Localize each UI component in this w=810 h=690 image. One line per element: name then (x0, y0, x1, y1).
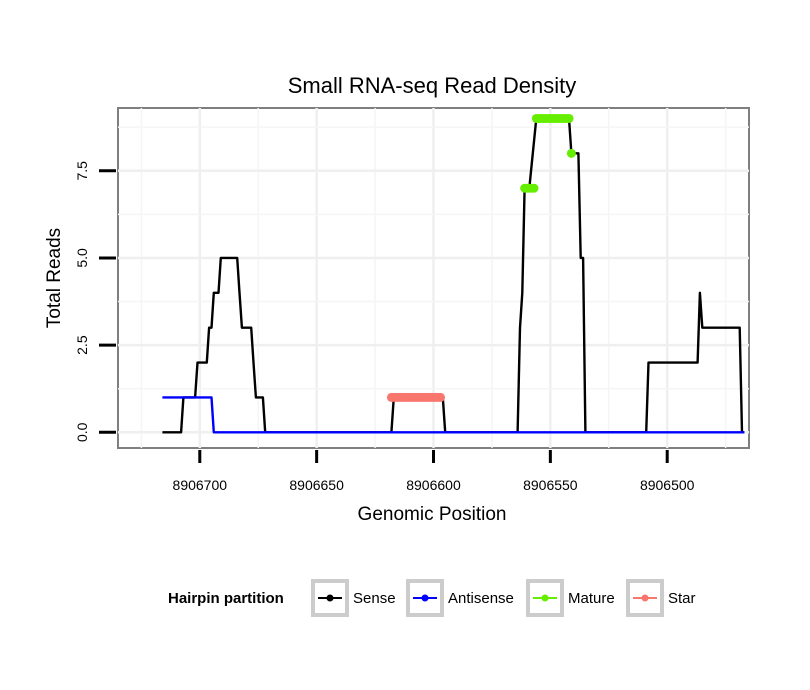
y-tick-label: 0.0 (74, 422, 90, 442)
x-axis-label: Genomic Position (358, 504, 507, 525)
x-tick-label: 8906500 (640, 477, 695, 493)
x-axis: 8906700 8906650 8906600 8906550 8906500 (173, 450, 695, 493)
legend-label-antisense: Antisense (448, 590, 514, 607)
x-tick-label: 8906650 (289, 477, 344, 493)
legend-marker-star (641, 594, 649, 602)
data-point-mature (529, 183, 539, 193)
y-tick-label: 2.5 (74, 335, 90, 355)
series-line-antisense (162, 396, 745, 434)
legend-title: Hairpin partition (168, 590, 284, 607)
series-points (386, 113, 576, 402)
legend-marker-mature (541, 594, 549, 602)
chart-title: Small RNA-seq Read Density (288, 73, 577, 98)
data-point-star (436, 392, 446, 402)
data-point-mature (564, 113, 574, 123)
legend-marker-antisense (421, 594, 429, 602)
y-tick-label: 5.0 (74, 248, 90, 268)
x-tick-label: 8906600 (406, 477, 461, 493)
y-tick-label: 7.5 (74, 161, 90, 181)
series-lines (162, 117, 745, 434)
legend-marker-sense (326, 594, 334, 602)
x-tick-label: 8906700 (173, 477, 228, 493)
y-axis-label: Total Reads (44, 228, 65, 328)
legend-label-sense: Sense (353, 590, 396, 607)
legend-label-mature: Mature (568, 590, 615, 607)
x-tick-label: 8906550 (523, 477, 578, 493)
series-line-sense (162, 117, 745, 434)
legend-label-star: Star (668, 590, 696, 607)
data-point-mature (566, 148, 576, 158)
legend: Hairpin partition Sense Antisense Mature St… (168, 579, 696, 617)
y-axis: 0.0 2.5 5.0 7.5 (74, 161, 116, 442)
